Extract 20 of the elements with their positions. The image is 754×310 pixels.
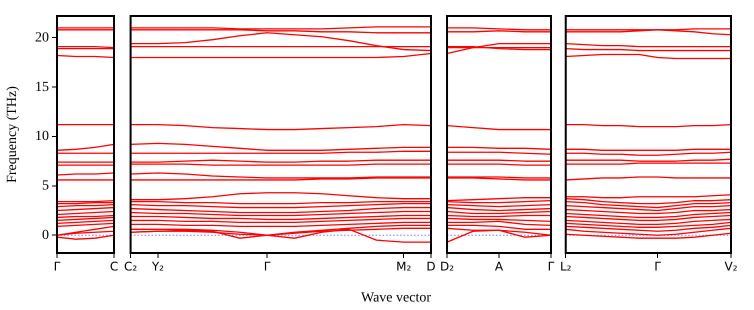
y-axis-title: Frequency (THz)	[5, 86, 20, 183]
y-tick-label: 0	[42, 228, 49, 243]
y-tick-label: 20	[35, 30, 49, 46]
x-tick-label: M₂	[396, 259, 412, 274]
x-axis-title: Wave vector	[361, 290, 432, 306]
x-tick-label: Γ	[654, 259, 662, 274]
x-tick-label: Γ	[264, 259, 271, 274]
x-tick-label: Γ	[54, 259, 61, 274]
y-tick-label: 10	[35, 129, 49, 144]
x-tick-label: A	[494, 259, 504, 274]
x-tick-label: V₂	[724, 259, 738, 274]
y-tick-label: 5	[42, 178, 49, 194]
x-tick-label: L₂	[560, 259, 572, 274]
y-tick-label: 15	[35, 80, 49, 95]
x-tick-label: Y₂	[150, 259, 164, 274]
x-tick-label: D	[426, 259, 436, 274]
x-tick-label: C	[110, 259, 118, 274]
x-tick-label: C₂	[124, 259, 138, 274]
x-tick-label: D₂	[440, 259, 454, 274]
x-tick-label: Γ	[548, 259, 555, 274]
